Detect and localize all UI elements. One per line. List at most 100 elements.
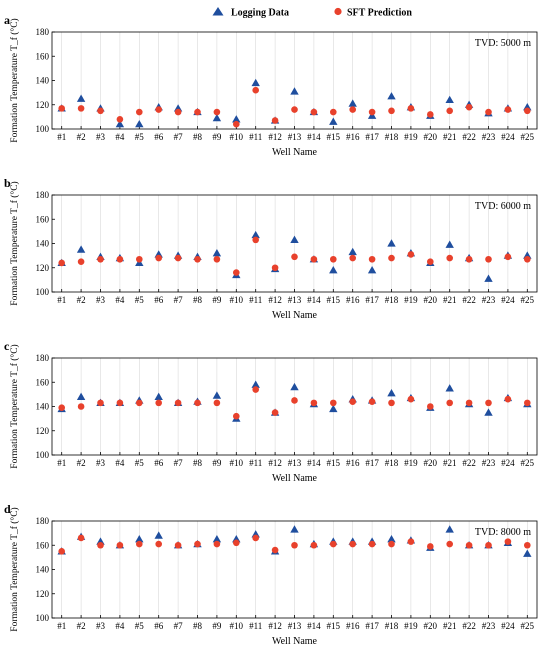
sft-point [155,106,162,113]
sft-point [446,107,454,115]
sft-point [271,546,279,554]
sft-point [330,540,337,548]
sft-point [271,409,279,416]
x-tick-label: #16 [346,295,360,305]
logging-point [212,391,222,399]
sft-point [446,254,454,262]
logging-point [484,274,493,282]
x-tick-label: #4 [115,621,125,631]
sft-point [291,397,298,404]
x-tick-label: #14 [307,621,321,631]
x-tick-label: #22 [462,295,476,305]
sft-point [252,534,259,542]
x-tick-label: #5 [135,132,145,142]
y-tick-label: 120 [36,426,50,436]
y-tick-label: 160 [36,377,50,387]
sft-point [388,399,395,407]
sft-point [136,399,143,407]
x-tick-label: #22 [462,458,476,468]
logging-point [76,245,86,253]
sft-point [194,540,201,548]
logging-point [135,534,144,543]
x-axis-label: Well Name [272,147,318,158]
logging-point [329,404,338,413]
sft-point [233,269,240,276]
y-tick-label: 120 [36,100,50,110]
logging-point [445,525,454,533]
x-tick-label: #1 [57,132,66,142]
x-tick-label: #21 [443,132,457,142]
x-tick-label: #23 [482,458,496,468]
y-tick-label: 140 [36,402,50,412]
sft-point [427,543,434,550]
y-tick-label: 160 [36,540,50,550]
sft-point [213,255,221,263]
x-tick-label: #18 [385,621,399,631]
x-tick-label: #4 [115,132,125,142]
x-tick-label: #24 [501,458,515,468]
x-tick-label: #4 [115,295,125,305]
x-tick-label: #9 [212,295,222,305]
x-tick-label: #15 [327,295,341,305]
logging-point [251,78,260,87]
sft-point [504,395,512,403]
sft-point [427,258,434,265]
x-tick-label: #5 [135,295,145,305]
x-tick-label: #23 [482,132,496,142]
sft-point [271,117,279,124]
x-tick-label: #8 [193,458,203,468]
logging-point [387,239,396,247]
x-tick-label: #2 [77,295,86,305]
sft-point [271,264,279,272]
logging-point [232,115,241,123]
x-tick-label: #9 [212,458,222,468]
sft-point [349,398,357,405]
x-tick-label: #24 [501,132,515,142]
sft-point [504,106,512,113]
sft-point [427,111,434,118]
sft-point [116,399,124,407]
y-tick-label: 100 [36,124,50,134]
logging-point [212,534,222,543]
sft-point [77,534,85,542]
x-tick-label: #14 [307,132,321,142]
y-tick-label: 120 [36,263,50,273]
x-tick-label: #1 [57,458,66,468]
y-tick-label: 100 [36,450,50,460]
x-tick-label: #2 [77,458,86,468]
sft-point [155,254,162,262]
x-tick-label: #25 [521,132,535,142]
sft-point [136,540,143,548]
logging-point [154,392,163,400]
x-tick-label: #3 [96,295,106,305]
sft-point [388,540,395,548]
sft-point [213,108,221,116]
x-tick-label: #21 [443,458,457,468]
sft-point [97,255,104,263]
y-axis-label: Formation Temperature T_f (°C) [9,507,20,631]
logging-point [484,408,493,416]
legend-sft-label: SFT Prediction [347,8,412,19]
sft-point [233,120,240,128]
x-tick-label: #25 [521,621,535,631]
x-tick-label: #8 [193,295,203,305]
sft-point [485,108,492,116]
logging-point [251,230,260,239]
y-tick-label: 100 [36,613,50,623]
x-tick-label: #7 [174,621,184,631]
x-tick-label: #6 [154,295,164,305]
panel-label: c [4,339,10,353]
logging-point [387,388,396,397]
series-sft-prediction [58,86,531,128]
sft-point [446,540,454,548]
x-tick-label: #11 [249,132,262,142]
y-tick-label: 180 [36,190,50,200]
sft-point [407,251,415,258]
sft-point [58,259,65,267]
logging-point [445,240,454,248]
sft-point [407,538,415,545]
sft-point [349,106,357,113]
panel-label: a [4,13,10,27]
sft-point [349,540,357,548]
